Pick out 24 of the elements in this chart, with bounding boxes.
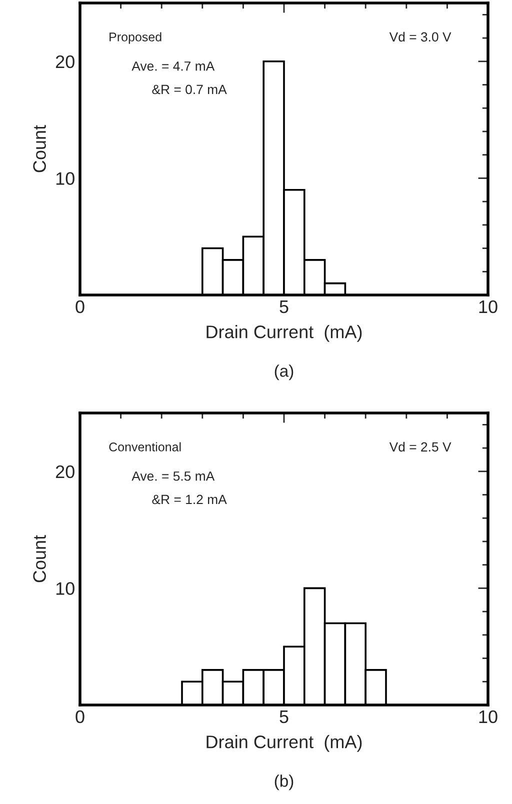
x-tick-label: 10 bbox=[479, 300, 498, 314]
annotation: Ave. = 4.7 mA bbox=[132, 62, 215, 71]
y-tick-label: 10 bbox=[56, 172, 74, 185]
text: (a) bbox=[274, 364, 294, 380]
annotation: Vd = 2.5 V bbox=[389, 442, 452, 452]
x-tick-label: 0 bbox=[76, 710, 84, 724]
x-tick-label: 5 bbox=[280, 300, 288, 314]
x-tick-label: 0 bbox=[76, 300, 84, 314]
annotation: &R = 1.2 mA bbox=[152, 494, 227, 504]
x-tick-label: 10 bbox=[479, 710, 498, 724]
x-axis-title: Drain Current (mA) bbox=[206, 735, 362, 752]
annotation: Conventional bbox=[109, 442, 181, 452]
y-axis-title: Count bbox=[33, 125, 46, 172]
y-tick-label: 20 bbox=[56, 465, 74, 478]
y-tick-label: 10 bbox=[56, 582, 74, 595]
annotation: Vd = 3.0 V bbox=[389, 32, 452, 42]
annotation: Proposed bbox=[110, 32, 162, 44]
x-tick-label: 5 bbox=[280, 710, 288, 724]
text: (b) bbox=[274, 774, 294, 790]
y-axis-title: Count bbox=[33, 535, 46, 582]
annotation: &R = 0.7 mA bbox=[152, 84, 227, 94]
annotation: Ave. = 5.5 mA bbox=[132, 472, 215, 481]
y-tick-label: 20 bbox=[56, 55, 74, 68]
x-axis-title: Drain Current (mA) bbox=[206, 325, 362, 342]
